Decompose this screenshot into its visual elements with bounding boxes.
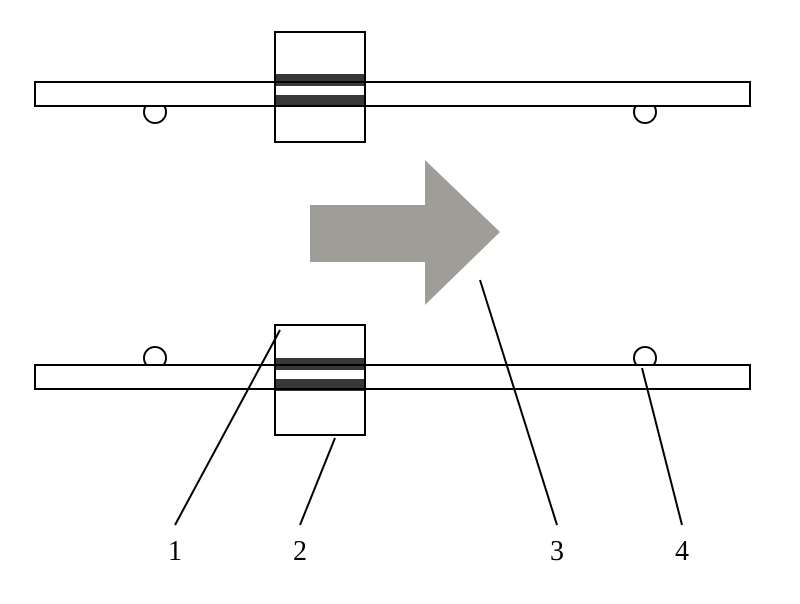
label-l3: 3 <box>550 536 564 567</box>
upper-bar <box>35 82 750 106</box>
upper-box <box>275 32 365 142</box>
leader-line-3 <box>480 280 557 525</box>
leader-line-4 <box>642 368 682 525</box>
label-l2: 2 <box>293 536 307 567</box>
leader-line-2 <box>300 438 335 525</box>
direction-arrow <box>310 160 500 305</box>
upper-band-top <box>275 74 365 86</box>
leader-line-1 <box>175 330 280 525</box>
label-l1: 1 <box>168 536 182 567</box>
label-l4: 4 <box>675 536 689 567</box>
diagram-svg: 1 2 3 4 <box>0 0 800 604</box>
